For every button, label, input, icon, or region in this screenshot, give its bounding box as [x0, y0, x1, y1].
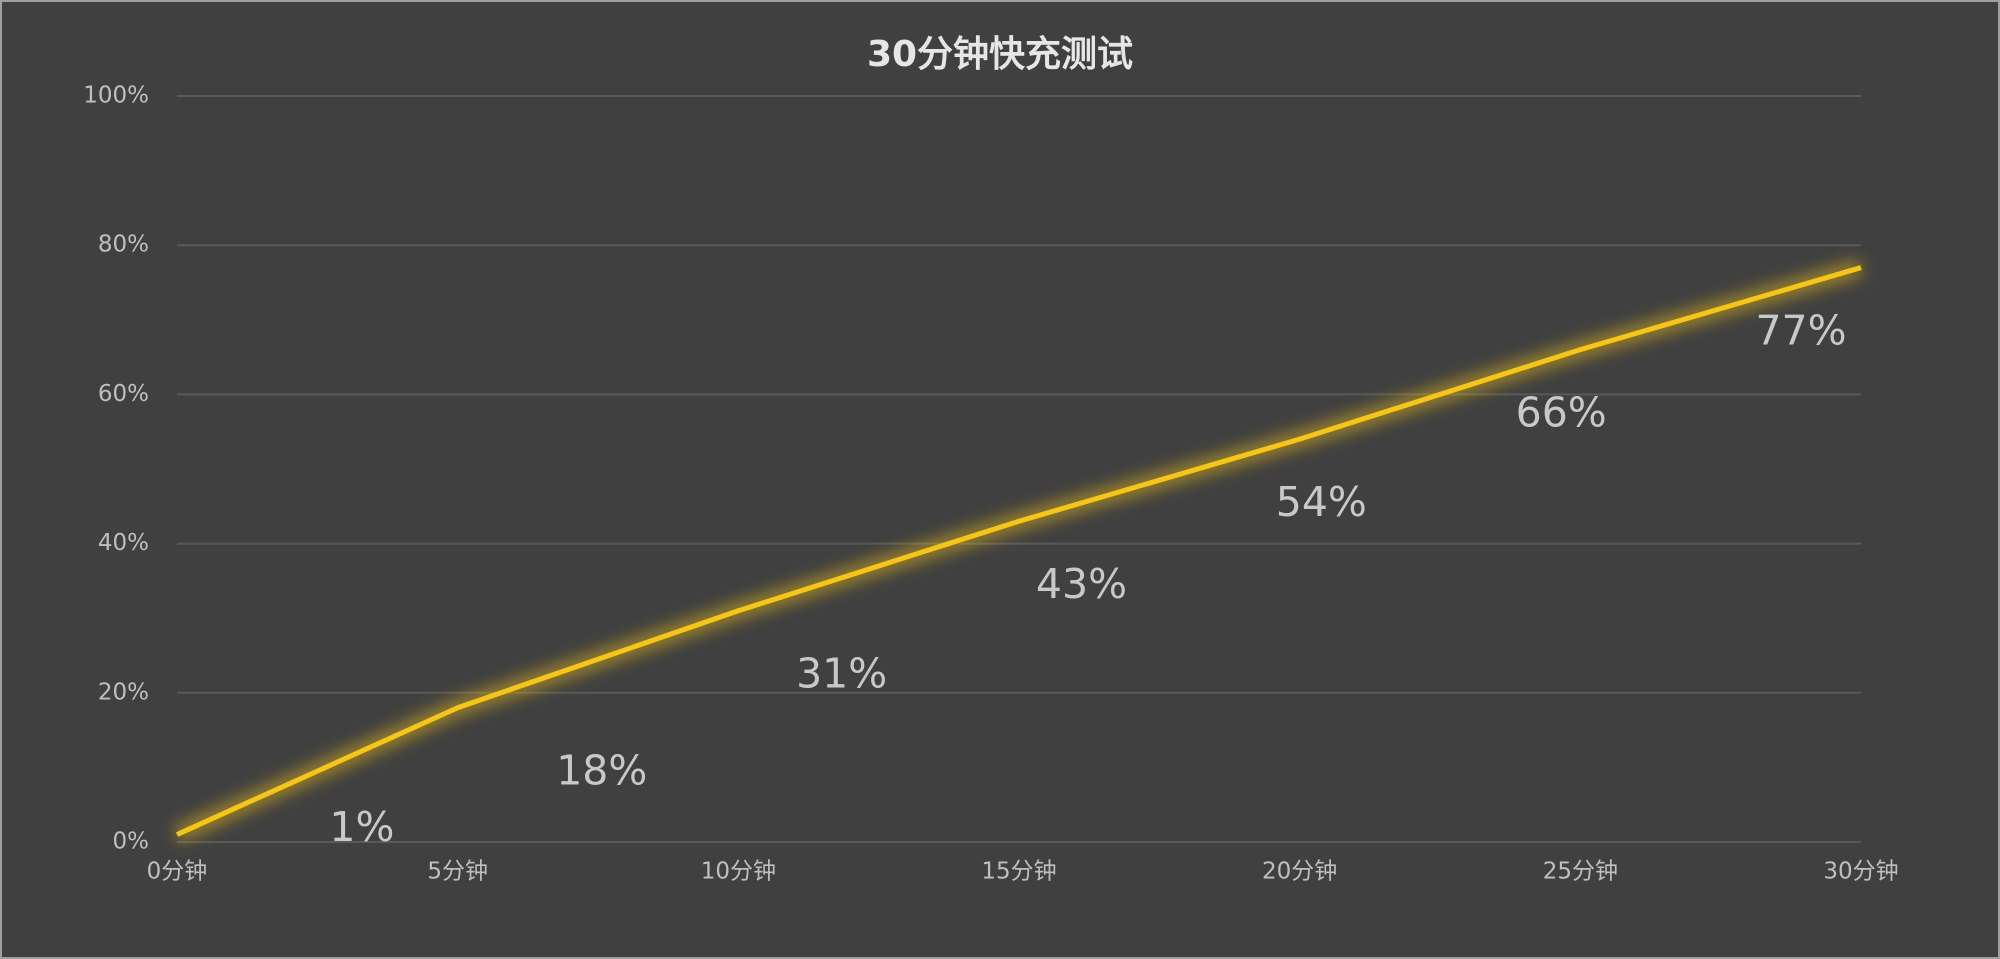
- y-tick-label: 40%: [98, 530, 149, 556]
- x-tick-label: 10分钟: [701, 859, 776, 885]
- value-label: 43%: [1036, 560, 1127, 608]
- line: [175, 265, 1862, 837]
- x-tick-label: 20分钟: [1262, 859, 1337, 885]
- value-label: 77%: [1755, 307, 1846, 355]
- value-label: 54%: [1276, 478, 1367, 526]
- x-tick-label: 30分钟: [1823, 859, 1898, 885]
- x-tick-label: 15分钟: [981, 859, 1056, 885]
- y-tick-label: 80%: [98, 232, 149, 258]
- x-tick-label: 0分钟: [147, 859, 208, 885]
- y-tick-label: 100%: [83, 83, 149, 109]
- y-tick-label: 60%: [98, 381, 149, 407]
- y-tick-label: 20%: [98, 679, 149, 705]
- x-tick-label: 5分钟: [427, 859, 488, 885]
- x-tick-label: 25分钟: [1543, 859, 1618, 885]
- value-label: 1%: [329, 803, 394, 851]
- chart-title: 30分钟快充测试: [867, 34, 1133, 75]
- value-label: 18%: [556, 747, 647, 795]
- value-label: 31%: [796, 650, 887, 698]
- value-label: 66%: [1516, 389, 1607, 437]
- y-tick-label: 0%: [113, 829, 150, 855]
